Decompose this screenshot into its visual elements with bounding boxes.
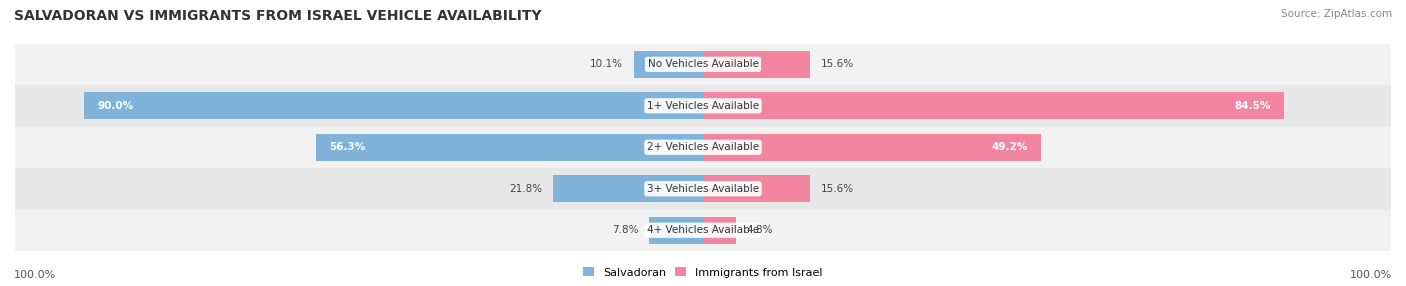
- Text: 90.0%: 90.0%: [97, 101, 134, 111]
- Bar: [15, 126, 1391, 168]
- Bar: [703, 217, 735, 244]
- Text: 10.1%: 10.1%: [591, 59, 623, 69]
- Bar: [84, 92, 703, 119]
- Legend: Salvadoran, Immigrants from Israel: Salvadoran, Immigrants from Israel: [583, 267, 823, 278]
- Bar: [634, 51, 703, 78]
- Text: 84.5%: 84.5%: [1234, 101, 1271, 111]
- Text: 2+ Vehicles Available: 2+ Vehicles Available: [647, 142, 759, 152]
- Text: 7.8%: 7.8%: [613, 225, 638, 235]
- Text: 56.3%: 56.3%: [329, 142, 366, 152]
- Text: 4.8%: 4.8%: [747, 225, 773, 235]
- Bar: [703, 92, 1284, 119]
- Bar: [15, 168, 1391, 210]
- Text: 49.2%: 49.2%: [991, 142, 1028, 152]
- Text: 100.0%: 100.0%: [1350, 270, 1392, 280]
- Text: 21.8%: 21.8%: [509, 184, 543, 194]
- Bar: [553, 175, 703, 202]
- Bar: [15, 43, 1391, 85]
- Text: 15.6%: 15.6%: [821, 59, 853, 69]
- Bar: [703, 175, 810, 202]
- Bar: [703, 51, 810, 78]
- Text: No Vehicles Available: No Vehicles Available: [648, 59, 758, 69]
- Text: SALVADORAN VS IMMIGRANTS FROM ISRAEL VEHICLE AVAILABILITY: SALVADORAN VS IMMIGRANTS FROM ISRAEL VEH…: [14, 9, 541, 23]
- Text: Source: ZipAtlas.com: Source: ZipAtlas.com: [1281, 9, 1392, 19]
- Text: 4+ Vehicles Available: 4+ Vehicles Available: [647, 225, 759, 235]
- Bar: [15, 210, 1391, 251]
- Bar: [15, 85, 1391, 126]
- Bar: [316, 134, 703, 161]
- Text: 100.0%: 100.0%: [14, 270, 56, 280]
- Bar: [703, 134, 1042, 161]
- Text: 3+ Vehicles Available: 3+ Vehicles Available: [647, 184, 759, 194]
- Text: 15.6%: 15.6%: [821, 184, 853, 194]
- Text: 1+ Vehicles Available: 1+ Vehicles Available: [647, 101, 759, 111]
- Bar: [650, 217, 703, 244]
